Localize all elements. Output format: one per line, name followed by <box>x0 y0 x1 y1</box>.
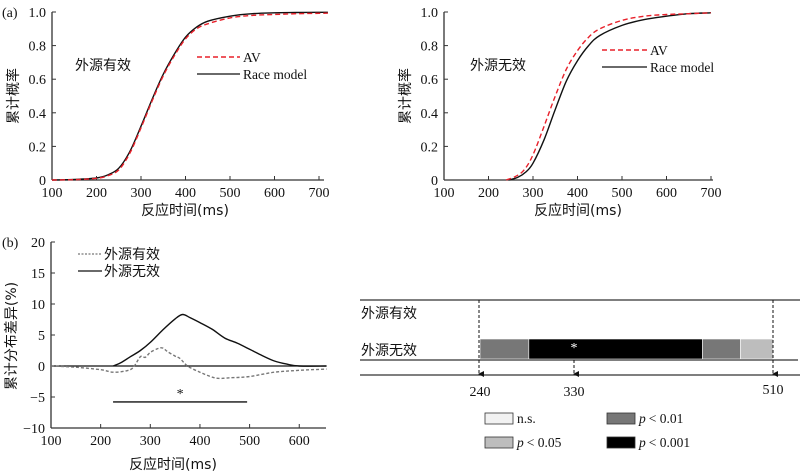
legend-label-av: AV <box>243 50 261 65</box>
y-tick-label: 0 <box>431 174 438 189</box>
legend-label-valid: 外源有效 <box>104 247 160 263</box>
x-axis-label-a-right: 反应时间(ms) <box>534 202 622 219</box>
series-line-dashed <box>51 12 328 181</box>
y-tick-label: 0 <box>39 174 46 189</box>
legend-swatch-ns <box>484 412 514 425</box>
series-a-left <box>51 11 328 181</box>
x-tick-label: 600 <box>264 186 285 201</box>
legend-label-p05: p < 0.05 <box>516 435 562 450</box>
series-a-right <box>506 12 712 181</box>
significance-segment <box>479 338 530 360</box>
x-axis-label-b: 反应时间(ms) <box>129 456 217 473</box>
marker-label-510: 510 <box>763 383 784 398</box>
panel-label-b: (b) <box>2 236 19 251</box>
row-label-invalid: 外源无效 <box>361 343 417 359</box>
x-tick-label: 400 <box>175 186 196 201</box>
x-tick-label: 300 <box>140 434 161 449</box>
series-line-dashed <box>506 12 712 181</box>
y-tick-label: 0.8 <box>29 40 47 55</box>
legend-label-invalid: 外源无效 <box>104 264 160 280</box>
y-tick-label: 1.0 <box>29 6 47 21</box>
y-axis-label-b: 累计分布差异(%) <box>4 282 20 390</box>
x-tick-label: 200 <box>90 434 111 449</box>
p-symbol: p <box>516 435 524 450</box>
x-axis-label-a-left: 反应时间(ms) <box>141 202 229 219</box>
y-tick-label: 15 <box>31 267 45 282</box>
y-axis-label-a-right: 累计概率 <box>397 68 414 124</box>
legend-label-race: Race model <box>650 60 714 75</box>
x-tick-label: 400 <box>567 186 588 201</box>
legend-swatch-p001 <box>606 436 636 449</box>
y-tick-label: −10 <box>23 422 45 437</box>
legend-label-p01: p < 0.01 <box>638 411 683 426</box>
y-tick-label: 1.0 <box>421 6 439 21</box>
x-tick-label: 100 <box>41 434 62 449</box>
y-tick-label: 5 <box>38 329 45 344</box>
x-tick-label: 200 <box>478 186 499 201</box>
legend-label-ns: n.s. <box>517 411 536 426</box>
series-line-solid <box>112 313 327 367</box>
series-line-solid <box>508 12 712 181</box>
axes-a-left: 100 200 300 400 500 600 700 0 0.2 0.4 0.6 0.8 1.0 <box>29 6 330 201</box>
x-tick-label: 700 <box>701 186 722 201</box>
significance-segment <box>528 338 703 360</box>
p-symbol: p <box>638 411 646 426</box>
significance-timeline: 外源有效 外源无效 240 330 510 * n.s. p < 0.05 p < … <box>360 299 800 450</box>
y-tick-label: 0.2 <box>29 140 47 155</box>
significance-segment <box>740 338 774 360</box>
marker-label-240: 240 <box>470 385 491 400</box>
significance-segment <box>702 338 741 360</box>
y-tick-label: 0.4 <box>29 107 47 122</box>
legend-swatch-p01 <box>606 412 636 425</box>
significance-asterisk: * <box>177 387 184 402</box>
p01-threshold: < 0.01 <box>649 411 684 426</box>
x-tick-label: 400 <box>189 434 210 449</box>
y-axis-label-a-left: 累计概率 <box>5 68 22 124</box>
chart-b-left: 100 200 300 400 500 600 −10 −5 0 5 10 15 20 外源有效 外源无… <box>4 236 327 473</box>
significance-segments <box>479 338 774 360</box>
p-symbol: p <box>638 435 646 450</box>
axes-b-left: 100 200 300 400 500 600 −10 −5 0 5 10 15 20 <box>23 236 326 449</box>
annotation-a-right: 外源无效 <box>470 58 526 74</box>
y-tick-label: 0.4 <box>421 107 439 122</box>
y-tick-label: 10 <box>31 298 45 313</box>
timeline-asterisk: * <box>571 341 578 356</box>
x-tick-label: 500 <box>239 434 260 449</box>
x-tick-label: 700 <box>309 186 330 201</box>
panel-label-a: (a) <box>2 6 18 21</box>
legend-label-race: Race model <box>243 67 307 82</box>
p05-threshold: < 0.05 <box>527 435 562 450</box>
chart-a-left: 100 200 300 400 500 600 700 0 0.2 0.4 0.6 0.8 1.0 外源… <box>5 6 330 219</box>
axes-a-right: 100 200 300 400 500 600 700 0 0.2 0.4 0.6 0.8 1.0 <box>421 6 722 201</box>
series-line-solid <box>51 11 328 181</box>
x-tick-label: 100 <box>42 186 63 201</box>
x-tick-label: 500 <box>220 186 241 201</box>
annotation-a-left: 外源有效 <box>75 58 131 74</box>
y-tick-label: 0.2 <box>421 140 439 155</box>
y-tick-label: −5 <box>30 391 45 406</box>
legend-label-av: AV <box>650 43 668 58</box>
x-tick-label: 200 <box>86 186 107 201</box>
p001-threshold: < 0.001 <box>649 435 690 450</box>
x-tick-label: 600 <box>656 186 677 201</box>
y-tick-label: 20 <box>31 236 45 251</box>
y-tick-label: 0 <box>38 360 45 375</box>
series-b-left <box>50 313 327 380</box>
series-line-dashed <box>50 347 327 380</box>
marker-label-330: 330 <box>564 385 585 400</box>
x-tick-label: 500 <box>612 186 633 201</box>
chart-a-right: 100 200 300 400 500 600 700 0 0.2 0.4 0.6 0.8 1.0 外源… <box>397 6 722 219</box>
y-tick-label: 0.8 <box>421 40 439 55</box>
x-tick-label: 100 <box>434 186 455 201</box>
x-tick-label: 300 <box>131 186 152 201</box>
y-tick-label: 0.6 <box>421 73 439 88</box>
legend-swatch-p05 <box>484 436 514 449</box>
row-label-valid: 外源有效 <box>361 306 417 322</box>
x-tick-label: 600 <box>289 434 310 449</box>
x-tick-label: 300 <box>523 186 544 201</box>
legend-label-p001: p < 0.001 <box>638 435 690 450</box>
y-tick-label: 0.6 <box>29 73 47 88</box>
